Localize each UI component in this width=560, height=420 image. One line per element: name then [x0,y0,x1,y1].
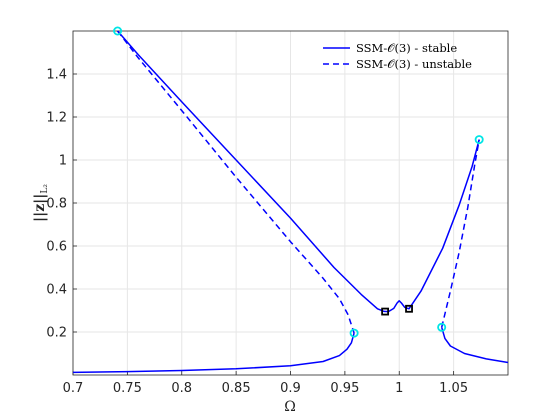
marker-layer [113,26,484,338]
y-tick-label: 0.2 [46,326,67,341]
y-axis-label: ||z||L₂ [32,184,50,222]
x-tick-label: 0.95 [330,381,359,396]
series-unstable-line [117,30,355,334]
x-tick-label: 0.9 [280,381,301,396]
y-tick-label: 1 [59,154,67,169]
legend: SSM-𝒪(3) - stable SSM-𝒪(3) - unstable [323,41,472,71]
saddle-node-marker [349,328,359,338]
y-tick-label: 1.2 [46,111,67,126]
legend-label-unstable: SSM-𝒪(3) - unstable [356,57,472,71]
y-tick-label: 0.8 [46,197,67,212]
series-unstable-line [440,139,480,328]
hopf-marker [381,307,390,316]
y-tick-label: 1.4 [46,68,67,83]
x-tick-label: 0.85 [222,381,251,396]
series-stable-line [440,327,509,364]
legend-label-stable: SSM-𝒪(3) - stable [356,41,457,55]
x-tick-label: 0.7 [63,381,84,396]
grid [72,31,508,375]
x-tick-label: 0.8 [171,381,192,396]
y-axis-label-sub: L₂ [40,184,50,194]
saddle-node-marker [437,322,447,332]
y-tick-label: 0.6 [46,240,67,255]
x-axis-label: Ω [284,399,296,415]
saddle-node-marker [113,26,123,36]
y-axis-label-main: ||z|| [32,194,48,222]
series-stable-line [117,30,480,313]
saddle-node-marker [474,135,484,145]
hopf-marker [405,304,413,313]
series-layer [72,30,509,374]
x-tick-label: 1.05 [439,381,468,396]
svg-text:||z||L₂: ||z||L₂ [32,184,50,222]
y-tick-label: 0.4 [46,283,67,298]
series-stable-line [72,332,355,374]
x-tick-label: 1 [395,381,403,396]
x-tick-label: 0.75 [113,381,142,396]
